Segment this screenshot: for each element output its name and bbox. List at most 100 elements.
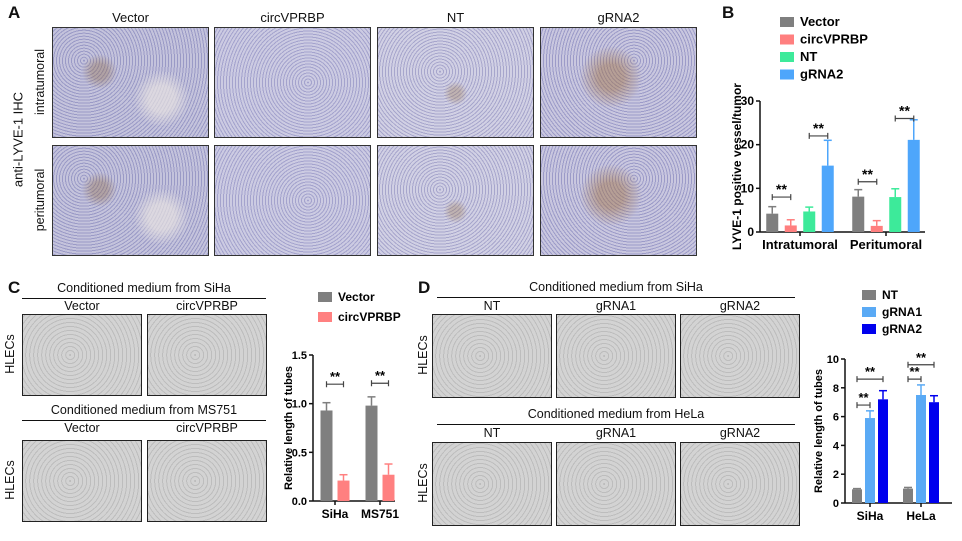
x-tick-label: HeLa	[906, 509, 936, 523]
condition-header: Conditioned medium from MS751	[50, 403, 238, 417]
hlec-image	[556, 442, 676, 526]
ihc-image	[540, 145, 697, 256]
column-header: circVPRBP	[176, 421, 238, 435]
y-axis-title: Relative length of tubes	[813, 369, 825, 493]
column-header: circVPRBP	[176, 299, 238, 313]
ihc-image	[214, 27, 371, 138]
significance-label: **	[330, 369, 341, 384]
significance-bracket	[771, 194, 792, 201]
legend-label: gRNA2	[800, 67, 843, 82]
hlec-image	[680, 442, 800, 526]
column-header: NT	[483, 299, 501, 313]
bar-gRNA1	[916, 395, 926, 503]
x-tick-label: Peritumoral	[850, 237, 922, 252]
hlec-image	[432, 442, 552, 526]
legend-label: NT	[800, 49, 817, 64]
bar-Vector	[766, 213, 779, 232]
bar-circVPRBP	[870, 225, 883, 232]
y-axis-title: LYVE-1 positive vessel/tumor	[730, 83, 744, 250]
bar-gRNA1	[865, 418, 875, 503]
bar-NT	[852, 489, 862, 503]
significance-label: **	[909, 364, 920, 379]
column-header: gRNA2	[597, 10, 640, 25]
column-header: Vector	[64, 421, 100, 435]
y-tick-label: 30	[741, 94, 755, 108]
y-tick-label: 1.5	[292, 350, 307, 362]
column-header: NT	[446, 10, 465, 25]
significance-bracket	[808, 132, 829, 139]
bar-Vector	[320, 410, 333, 501]
bar-Vector	[365, 405, 378, 501]
bar-Vector	[852, 196, 865, 232]
x-tick-label: MS751	[361, 507, 399, 521]
ihc-image	[377, 27, 534, 138]
y-tick-label: 6	[833, 412, 839, 424]
y-tick-label: 10	[827, 354, 839, 366]
legend-label: NT	[882, 288, 899, 302]
legend-label: gRNA1	[882, 305, 922, 319]
panel-label-c: C	[8, 278, 21, 297]
legend-swatch	[780, 52, 794, 62]
legend-label: Vector	[800, 14, 840, 29]
significance-bracket	[894, 115, 915, 122]
ihc-image	[52, 145, 209, 256]
significance-bracket	[857, 178, 878, 185]
y-tick-label: 0	[747, 225, 754, 239]
legend-label: gRNA2	[882, 322, 922, 336]
significance-label: **	[899, 102, 910, 118]
bar-gRNA2	[907, 139, 920, 232]
significance-bracket	[907, 361, 935, 368]
y-tick-label: 0.5	[292, 447, 307, 459]
hlec-image	[432, 314, 552, 398]
panel-label-b: B	[722, 3, 735, 22]
legend-label: Vector	[338, 290, 375, 304]
hlec-image	[22, 314, 142, 396]
bar-gRNA2	[821, 165, 834, 232]
hlec-image	[22, 440, 142, 522]
legend-swatch	[318, 292, 332, 302]
x-tick-label: SiHa	[322, 507, 349, 521]
x-tick-label: Intratumoral	[762, 237, 838, 252]
legend-swatch	[862, 290, 876, 300]
condition-header: Conditioned medium from SiHa	[529, 280, 703, 294]
column-header: Vector	[64, 299, 100, 313]
y-tick-label: 20	[741, 138, 755, 152]
header-divider	[437, 424, 795, 425]
ihc-image	[52, 27, 209, 138]
column-header: Vector	[112, 10, 149, 25]
bar-circVPRBP	[382, 474, 395, 501]
y-tick-label: 0.0	[292, 496, 307, 508]
panel-label-d: D	[418, 278, 431, 297]
hlec-image	[680, 314, 800, 398]
bar-circVPRBP	[784, 225, 797, 232]
header-divider	[22, 298, 266, 299]
legend-swatch	[780, 17, 794, 27]
significance-label: **	[813, 120, 824, 136]
bar-gRNA2	[929, 402, 939, 503]
condition-header: Conditioned medium from HeLa	[527, 407, 705, 421]
bar-NT	[903, 488, 913, 503]
ihc-image	[214, 145, 371, 256]
ihc-image	[540, 27, 697, 138]
column-header: gRNA2	[719, 299, 761, 313]
bar-NT	[803, 211, 816, 232]
significance-bracket	[370, 380, 390, 387]
hlec-image	[147, 314, 267, 396]
header-divider	[22, 420, 266, 421]
column-header: gRNA1	[595, 299, 637, 313]
y-tick-label: 8	[833, 383, 839, 395]
legend-swatch	[318, 312, 332, 322]
y-tick-label: 2	[833, 469, 839, 481]
legend-label: circVPRBP	[338, 310, 401, 324]
column-header: NT	[483, 426, 501, 440]
y-tick-label: 4	[833, 440, 840, 452]
column-header: circVPRBP	[260, 10, 325, 25]
panel-label-a: A	[8, 3, 21, 22]
significance-label: **	[916, 350, 927, 365]
legend-label: circVPRBP	[800, 32, 868, 47]
hlec-image	[147, 440, 267, 522]
legend-swatch	[780, 34, 794, 45]
significance-bracket	[856, 402, 871, 409]
